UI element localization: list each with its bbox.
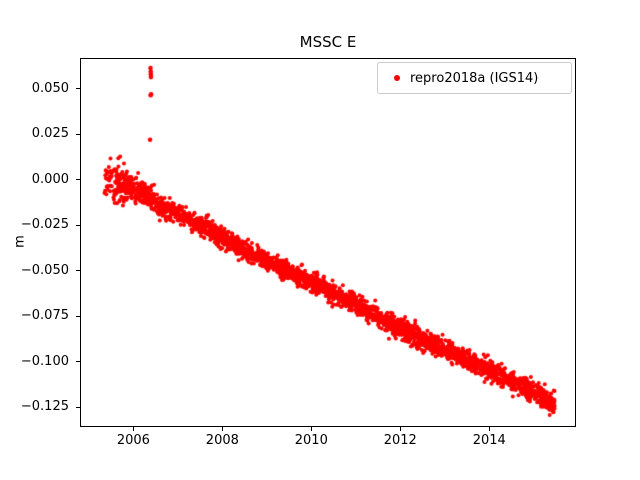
legend: repro2018a (IGS14) [377,62,572,94]
x-tick-label: 2010 [294,433,328,448]
y-tick-label: −0.025 [20,217,69,233]
y-tick-mark [76,88,80,90]
x-tick-mark [221,427,223,431]
y-axis-label: m [12,235,28,248]
x-tick-label: 2012 [383,433,417,448]
legend-label: repro2018a (IGS14) [410,70,539,86]
x-tick-mark [488,427,490,431]
y-tick-mark [76,361,80,363]
y-tick-mark [76,270,80,272]
y-tick-mark [76,179,80,181]
y-tick-label: 0.025 [31,126,69,142]
x-tick-mark [132,427,134,431]
scatter-points [80,58,576,427]
x-tick-label: 2008 [205,433,239,448]
y-tick-mark [76,224,80,226]
y-tick-label: 0.000 [31,171,69,187]
y-tick-label: 0.050 [31,80,69,96]
y-tick-label: −0.075 [20,308,69,324]
chart-title: MSSC E [299,33,357,51]
y-tick-mark [76,315,80,317]
x-tick-label: 2006 [116,433,150,448]
y-tick-mark [76,133,80,135]
x-tick-mark [399,427,401,431]
y-tick-mark [76,406,80,408]
legend-marker-icon [394,75,400,81]
x-tick-mark [310,427,312,431]
y-tick-label: −0.050 [20,262,69,278]
x-tick-label: 2014 [472,433,506,448]
y-tick-label: −0.100 [20,353,69,369]
y-tick-label: −0.125 [20,399,69,414]
